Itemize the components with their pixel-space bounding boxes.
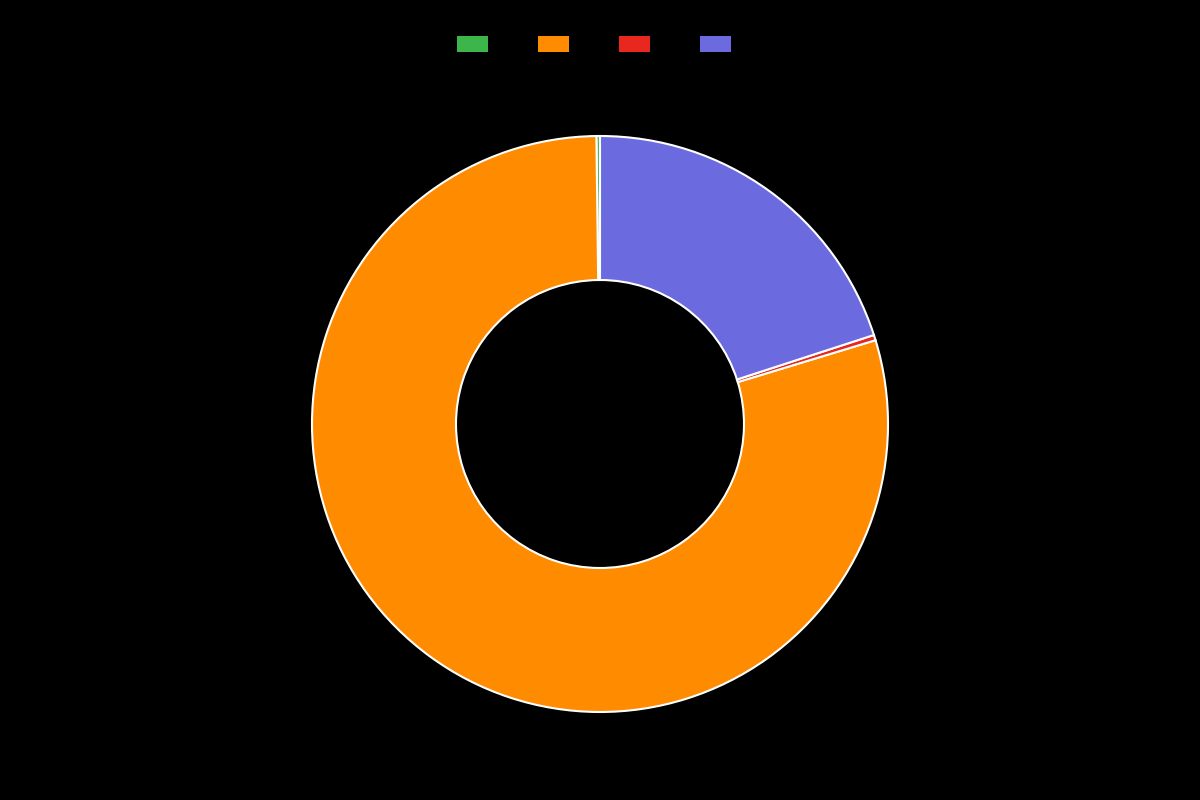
Wedge shape	[596, 136, 600, 280]
Wedge shape	[600, 136, 874, 379]
Legend: , , , : , , ,	[450, 29, 750, 60]
Wedge shape	[312, 136, 888, 712]
Wedge shape	[737, 335, 876, 382]
